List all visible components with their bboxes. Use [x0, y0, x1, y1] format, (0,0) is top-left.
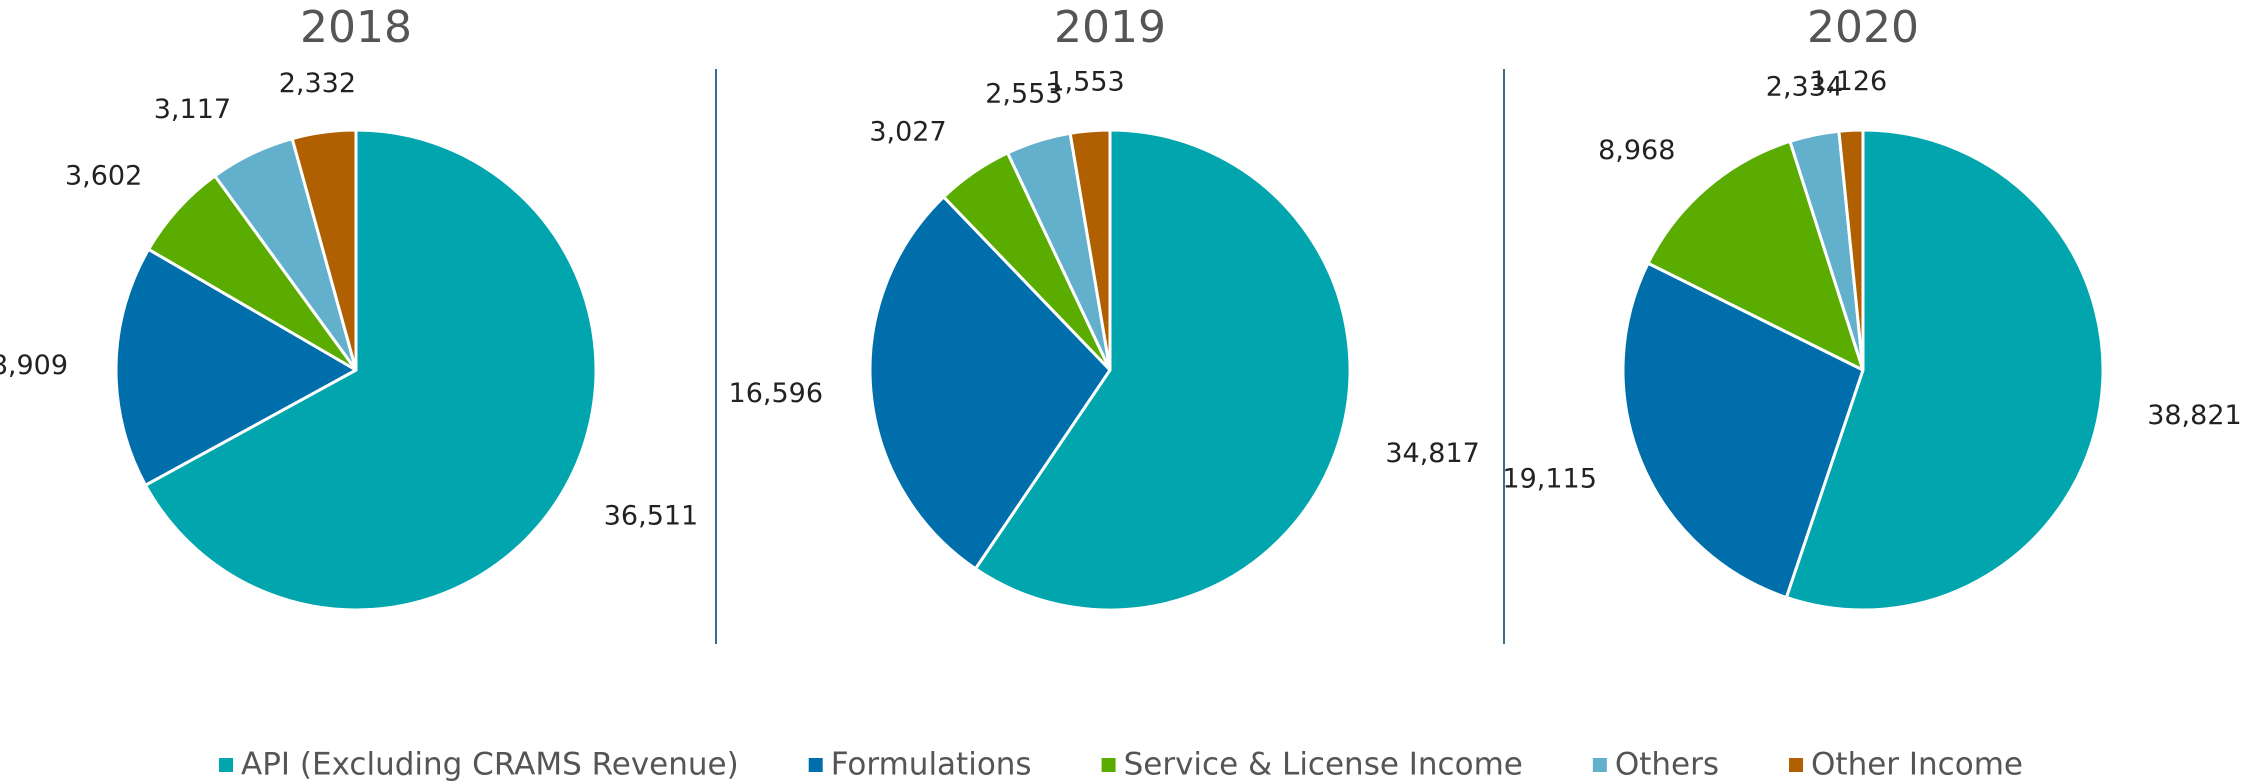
data-label: 2,334 — [1766, 72, 1843, 103]
data-label: 34,817 — [1385, 438, 1479, 469]
legend-label: API (Excluding CRAMS Revenue) — [241, 747, 739, 783]
legend-swatch — [808, 758, 823, 772]
legend-label: Formulations — [831, 747, 1032, 783]
legend-label: Service & License Income — [1124, 747, 1523, 783]
legend-swatch — [1592, 758, 1607, 772]
pie-slice — [1837, 128, 1865, 372]
data-label: 1,553 — [1047, 66, 1124, 97]
chart-title: 2018 — [300, 2, 412, 53]
legend-label: Others — [1615, 747, 1719, 783]
legend-swatch — [1789, 758, 1804, 772]
data-label: 8,909 — [0, 350, 68, 381]
pie-slice — [1646, 139, 1865, 372]
legend-label: Other Income — [1811, 747, 2023, 783]
data-label: 1,126 — [1810, 66, 1887, 97]
chart-title: 2019 — [1054, 2, 1166, 53]
data-label: 3,027 — [869, 116, 946, 147]
pie-slice — [1621, 261, 1865, 599]
pie-slice — [868, 195, 1112, 571]
pie-slice — [1068, 128, 1112, 372]
data-label: 38,821 — [2147, 400, 2241, 431]
data-label: 19,115 — [1502, 464, 1596, 495]
data-label: 3,602 — [65, 160, 142, 191]
data-label: 2,553 — [985, 79, 1062, 110]
data-label: 16,596 — [729, 378, 823, 409]
pie-slice — [290, 128, 358, 372]
pie-slice — [973, 128, 1352, 612]
legend-swatch — [219, 758, 234, 772]
data-label: 36,511 — [604, 500, 698, 531]
data-label: 8,968 — [1598, 135, 1675, 166]
pie-slice — [1784, 128, 2105, 612]
data-label: 3,117 — [154, 94, 231, 125]
pie-slice — [143, 128, 598, 612]
pie-slice — [114, 247, 358, 487]
legend-swatch — [1101, 758, 1116, 772]
data-label: 2,332 — [279, 68, 356, 99]
chart-title: 2020 — [1807, 2, 1919, 53]
